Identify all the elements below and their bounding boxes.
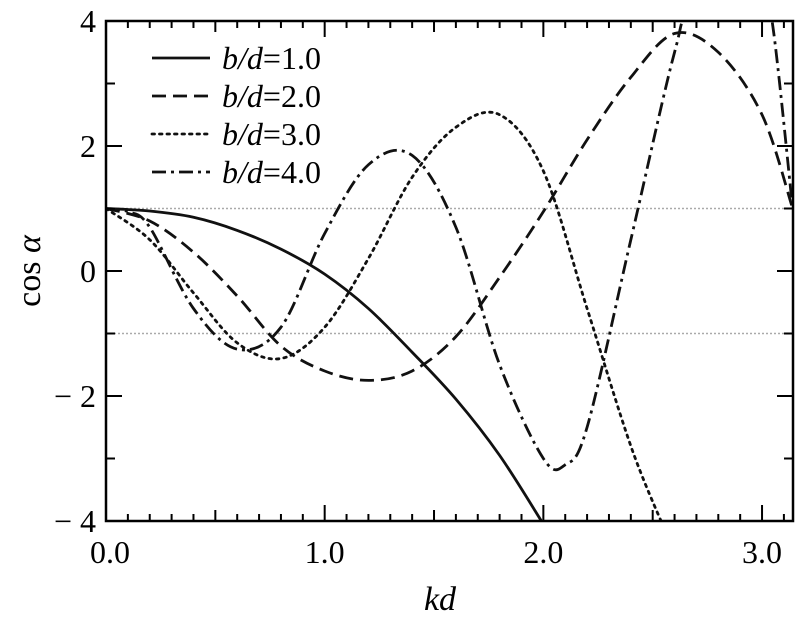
axis-ticks bbox=[105, 20, 793, 522]
x-tick-label: 1.0 bbox=[305, 534, 345, 570]
plot-frame bbox=[104, 19, 795, 523]
x-tick-label: 3.0 bbox=[742, 534, 782, 570]
y-tick-label: 4 bbox=[80, 3, 96, 39]
legend-label-value: =4.0 bbox=[263, 154, 321, 190]
series-layer bbox=[106, 21, 793, 521]
series-line-4 bbox=[106, 21, 793, 472]
legend-label-var: b/d bbox=[222, 154, 264, 190]
y-tick-label: − 4 bbox=[54, 503, 96, 539]
legend-label-value: =3.0 bbox=[263, 116, 321, 152]
series-line-3 bbox=[106, 110, 663, 521]
y-axis-label-fn: cos bbox=[11, 253, 48, 307]
legend: b/d=1.0b/d=2.0b/d=3.0b/d=4.0 bbox=[150, 40, 321, 190]
legend-label-var: b/d bbox=[222, 116, 264, 152]
legend-label-1: b/d=1.0 bbox=[222, 40, 321, 76]
legend-label-value: =2.0 bbox=[263, 78, 321, 114]
y-tick-label: 2 bbox=[80, 128, 96, 164]
legend-label-value: =1.0 bbox=[263, 40, 321, 76]
x-tick-labels: 0.0 1.0 2.0 3.0 bbox=[90, 534, 782, 570]
legend-label-var: b/d bbox=[222, 40, 264, 76]
x-tick-label: 2.0 bbox=[523, 534, 563, 570]
legend-label-var: b/d bbox=[222, 78, 264, 114]
legend-label-4: b/d=4.0 bbox=[222, 154, 321, 190]
legend-label-2: b/d=2.0 bbox=[222, 78, 321, 114]
x-tick-label: 0.0 bbox=[90, 534, 130, 570]
legend-label-3: b/d=3.0 bbox=[222, 116, 321, 152]
y-tick-label: 0 bbox=[80, 253, 96, 289]
series-line-1 bbox=[106, 207, 544, 521]
y-tick-labels: − 4 − 2 0 2 4 bbox=[54, 3, 96, 539]
y-axis-label-var: α bbox=[11, 234, 48, 253]
reference-lines bbox=[106, 207, 793, 335]
x-axis-label: kd bbox=[424, 581, 457, 618]
y-tick-label: − 2 bbox=[54, 378, 96, 414]
y-axis-label: cos α bbox=[11, 234, 48, 307]
series-line-2 bbox=[106, 31, 793, 382]
